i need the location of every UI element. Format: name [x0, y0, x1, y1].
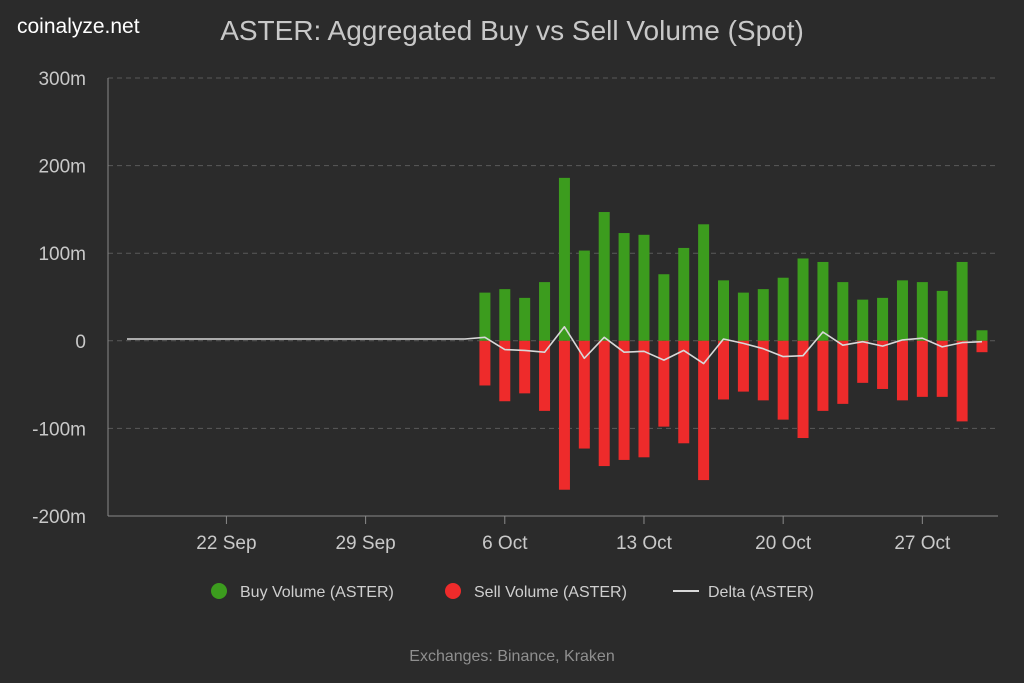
buy-volume-bar[interactable]	[916, 282, 928, 341]
sell-volume-bar[interactable]	[519, 340, 531, 394]
x-axis-ticks: 22 Sep 29 Sep 6 Oct 13 Oct 20 Oct 27 Oct	[196, 516, 951, 554]
buy-volume-bar[interactable]	[857, 299, 869, 341]
sell-volume-bar[interactable]	[578, 340, 590, 449]
sell-volume-bar[interactable]	[757, 340, 769, 401]
delta-line[interactable]	[127, 325, 983, 365]
y-tick-label: -100m	[32, 419, 86, 440]
buy-volume-bar[interactable]	[757, 289, 769, 341]
buy-volume-bar[interactable]	[578, 250, 590, 341]
buy-volume-bar[interactable]	[618, 233, 630, 341]
buy-volume-bar[interactable]	[698, 224, 710, 341]
buy-volume-bar[interactable]	[519, 297, 531, 341]
legend-delta-label: Delta (ASTER)	[708, 584, 814, 601]
y-tick-label: 0	[75, 332, 86, 353]
buy-volume-bar[interactable]	[598, 212, 610, 341]
buy-volume-bar[interactable]	[737, 292, 749, 341]
exchanges-footer: Exchanges: Binance, Kraken	[409, 648, 614, 665]
buy-volume-bar[interactable]	[956, 261, 968, 341]
sell-volume-bar[interactable]	[558, 340, 570, 490]
sell-volume-bar[interactable]	[638, 340, 650, 458]
buy-volume-bar[interactable]	[837, 282, 849, 341]
legend-sell-label: Sell Volume (ASTER)	[474, 584, 627, 601]
legend-sell-marker	[445, 583, 461, 599]
y-tick-label: -200m	[32, 507, 86, 528]
buy-volume-bar[interactable]	[558, 177, 570, 341]
x-tick-label: 22 Sep	[196, 533, 256, 554]
buy-volume-bar[interactable]	[797, 258, 809, 341]
sell-volume-bar[interactable]	[678, 340, 690, 444]
sell-volume-bar[interactable]	[598, 340, 610, 467]
chart-title: ASTER: Aggregated Buy vs Sell Volume (Sp…	[220, 15, 804, 46]
buy-volume-bar[interactable]	[539, 282, 551, 341]
sell-volume-bar[interactable]	[698, 340, 710, 481]
x-tick-label: 20 Oct	[755, 533, 812, 554]
buy-volume-bar[interactable]	[638, 234, 650, 341]
buy-volume-bar[interactable]	[479, 292, 491, 341]
sell-volume-bar[interactable]	[896, 340, 908, 401]
x-tick-label: 13 Oct	[616, 533, 673, 554]
sell-volume-bar[interactable]	[777, 340, 789, 420]
y-axis-ticks: 300m 200m 100m 0 -100m -200m	[32, 69, 86, 528]
buy-volume-bar[interactable]	[877, 297, 889, 341]
legend: Buy Volume (ASTER) Sell Volume (ASTER) D…	[211, 583, 814, 601]
legend-buy-marker	[211, 583, 227, 599]
sell-volume-bar[interactable]	[618, 340, 630, 460]
x-tick-label: 29 Sep	[335, 533, 395, 554]
sell-volume-bar[interactable]	[877, 340, 889, 389]
sell-volume-bar[interactable]	[737, 340, 749, 392]
legend-item-sell[interactable]: Sell Volume (ASTER)	[445, 583, 627, 601]
x-tick-label: 27 Oct	[894, 533, 951, 554]
sell-volume-bar[interactable]	[857, 340, 869, 383]
buy-volume-bar[interactable]	[718, 280, 730, 341]
axes	[107, 78, 998, 517]
buy-volume-bar[interactable]	[777, 277, 789, 341]
sell-volume-bar[interactable]	[797, 340, 809, 439]
grid-lines	[108, 77, 998, 429]
buy-volume-bar[interactable]	[976, 330, 988, 341]
sell-volume-bar[interactable]	[718, 340, 730, 400]
buy-volume-bar[interactable]	[658, 274, 670, 341]
y-tick-label: 300m	[38, 69, 86, 90]
bars	[479, 177, 988, 490]
sell-volume-bar[interactable]	[956, 340, 968, 422]
y-tick-label: 100m	[38, 244, 86, 265]
y-tick-label: 200m	[38, 157, 86, 178]
buy-volume-bar[interactable]	[896, 280, 908, 341]
sell-volume-bar[interactable]	[936, 340, 948, 397]
sell-volume-bar[interactable]	[817, 340, 829, 411]
sell-volume-bar[interactable]	[479, 340, 491, 386]
buy-volume-bar[interactable]	[817, 261, 829, 341]
legend-item-delta[interactable]: Delta (ASTER)	[673, 584, 814, 601]
buy-volume-bar[interactable]	[678, 247, 690, 341]
legend-buy-label: Buy Volume (ASTER)	[240, 584, 394, 601]
legend-item-buy[interactable]: Buy Volume (ASTER)	[211, 583, 394, 601]
delta-line-layer	[127, 325, 983, 365]
sell-volume-bar[interactable]	[658, 340, 670, 427]
sell-volume-bar[interactable]	[499, 340, 511, 402]
sell-volume-bar[interactable]	[837, 340, 849, 404]
sell-volume-bar[interactable]	[976, 340, 988, 353]
sell-volume-bar[interactable]	[539, 340, 551, 411]
brand-logo-text: coinalyze.net	[17, 15, 140, 38]
buy-volume-bar[interactable]	[499, 289, 511, 341]
x-tick-label: 6 Oct	[482, 533, 528, 554]
sell-volume-bar[interactable]	[916, 340, 928, 397]
buy-volume-bar[interactable]	[936, 290, 948, 341]
